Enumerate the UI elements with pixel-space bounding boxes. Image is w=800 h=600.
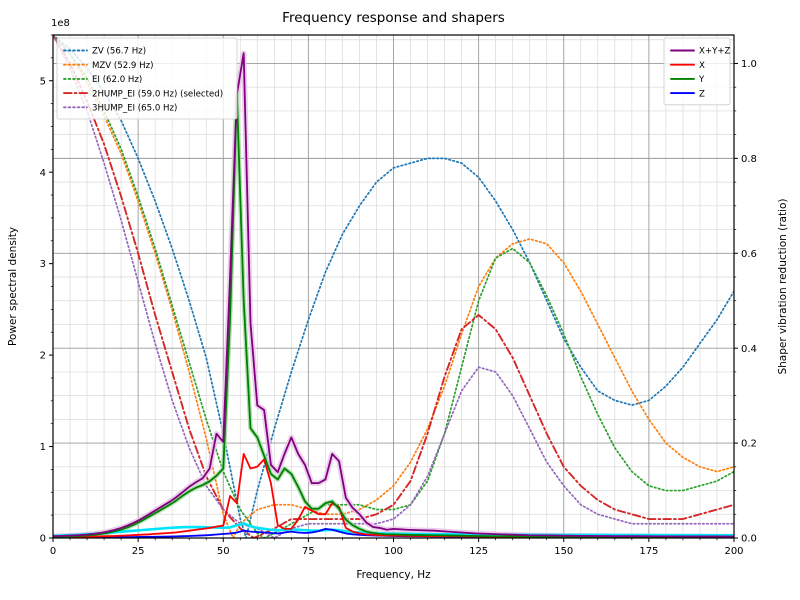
psd-line-y <box>53 93 734 538</box>
legend-shapers-label-3[interactable]: 2HUMP_EI (59.0 Hz) (selected) <box>92 89 223 99</box>
y-tick-label-right: 0.2 <box>741 439 757 450</box>
y-axis-label-right: Shaper vibration reduction (ratio) <box>777 198 789 374</box>
chart-text: Frequency response and shapers 1e8 Frequen… <box>7 10 789 581</box>
psd-line-x-y-z <box>53 52 734 538</box>
x-tick-label: 75 <box>302 546 315 557</box>
y-axis-offset-text: 1e8 <box>51 18 70 29</box>
legend-shapers-label-0[interactable]: ZV (56.7 Hz) <box>92 47 146 57</box>
legend-axes-label-2[interactable]: Y <box>698 75 705 85</box>
x-tick-label: 150 <box>554 546 573 557</box>
x-tick-label: 25 <box>132 546 145 557</box>
legend-shapers-box <box>56 37 238 120</box>
axis-ticks: 0 25 50 75 100 125 150 175 200 0 1 2 3 4 5 0.0 0.2 0.4 0.6… <box>40 34 757 557</box>
shaper-curve-3hump_ei <box>53 35 734 538</box>
x-tick-label: 175 <box>639 546 658 557</box>
x-tick-label: 200 <box>724 546 743 557</box>
y-tick-label-left: 4 <box>40 168 46 179</box>
y-tick-label-left: 0 <box>40 534 46 545</box>
psd-series <box>53 50 734 538</box>
legend-axes-label-3[interactable]: Z <box>699 89 705 99</box>
legend-axes-box <box>663 37 731 106</box>
y-tick-label-right: 0.0 <box>741 534 757 545</box>
y-tick-label-left: 5 <box>40 76 46 87</box>
legend-shapers-label-4[interactable]: 3HUMP_EI (65.0 Hz) <box>92 104 177 114</box>
y-tick-label-left: 3 <box>40 259 46 270</box>
legend-axes-label-0[interactable]: X+Y+Z <box>699 47 731 57</box>
x-tick-label: 100 <box>384 546 403 557</box>
legend-shapers-label-1[interactable]: MZV (52.9 Hz) <box>92 61 153 71</box>
legend-shapers[interactable]: ZV (56.7 Hz) MZV (52.9 Hz) EI (62.0 Hz) 2HU… <box>56 37 238 120</box>
y-tick-label-right: 0.8 <box>741 154 757 165</box>
x-tick-label: 0 <box>50 546 56 557</box>
shaper-curve-2hump_ei <box>53 35 734 538</box>
x-tick-label: 50 <box>217 546 230 557</box>
y-tick-label-right: 0.4 <box>741 344 757 355</box>
x-tick-label: 125 <box>469 546 488 557</box>
legend-axes-label-1[interactable]: X <box>699 61 705 71</box>
legend-shapers-label-2[interactable]: EI (62.0 Hz) <box>92 75 142 85</box>
legend-axes[interactable]: X+Y+Z XYZ <box>663 37 731 106</box>
y-tick-label-right: 0.6 <box>741 249 757 260</box>
y-tick-label-left: 2 <box>40 351 46 362</box>
y-axis-label-left: Power spectral density <box>7 227 19 346</box>
x-axis-label: Frequency, Hz <box>356 569 431 581</box>
shaper-curves <box>53 35 734 538</box>
shaper-curve-zv <box>53 35 734 538</box>
shaper-curve-mzv <box>53 35 734 538</box>
chart-title: Frequency response and shapers <box>282 10 505 26</box>
y-tick-label-right: 1.0 <box>741 59 757 70</box>
y-tick-label-left: 1 <box>40 442 46 453</box>
